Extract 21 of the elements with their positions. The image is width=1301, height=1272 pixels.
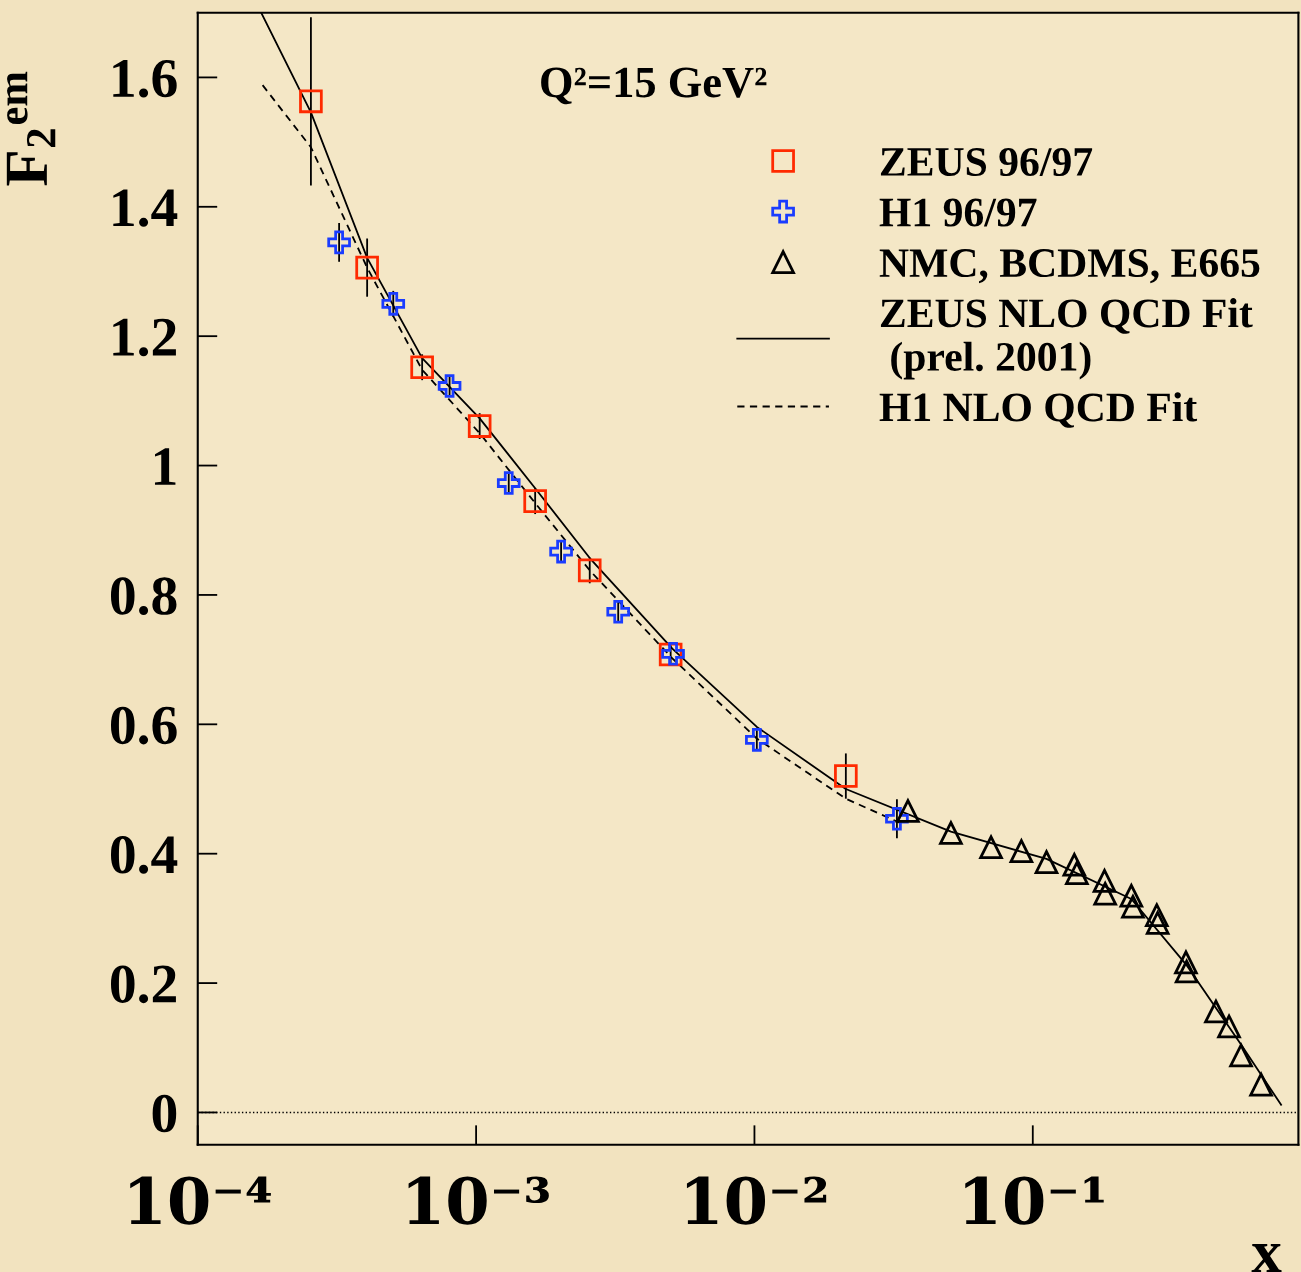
x-tick-label: 10⁻³ xyxy=(408,1176,549,1225)
x-tick-label: 10⁻² xyxy=(686,1176,827,1225)
y-tick-label: 1 xyxy=(154,448,176,485)
y-tick-label: 0.8 xyxy=(110,577,177,615)
y-tick-label: 1.2 xyxy=(113,318,176,357)
legend-label: NMC, BCDMS, E665 xyxy=(879,249,1260,284)
legend-label: H1 NLO QCD Fit xyxy=(879,392,1198,428)
y-tick-label: 0 xyxy=(152,1094,177,1133)
x-tick-label: 10⁻⁴ xyxy=(130,1176,271,1225)
y-axis-title: F$_{2}$$^{em}$ xyxy=(6,71,56,186)
y-tick-label: 0.2 xyxy=(110,965,176,1004)
x-axis-title: x xyxy=(1251,1244,1282,1272)
legend-label: ZEUS NLO QCD Fit (prel. 2001) xyxy=(880,298,1253,380)
annotation: Q²=15 GeV² xyxy=(541,67,767,105)
y-tick-label: 0.4 xyxy=(110,836,178,874)
y-tick-label: 0.6 xyxy=(110,706,177,745)
legend-label: H1 96/97 xyxy=(879,198,1037,227)
y-tick-label: 1.6 xyxy=(113,59,177,98)
legend-label: ZEUS 96/97 xyxy=(880,148,1093,177)
x-tick-label: 10⁻¹ xyxy=(965,1176,1104,1225)
y-tick-label: 1.4 xyxy=(113,189,178,227)
